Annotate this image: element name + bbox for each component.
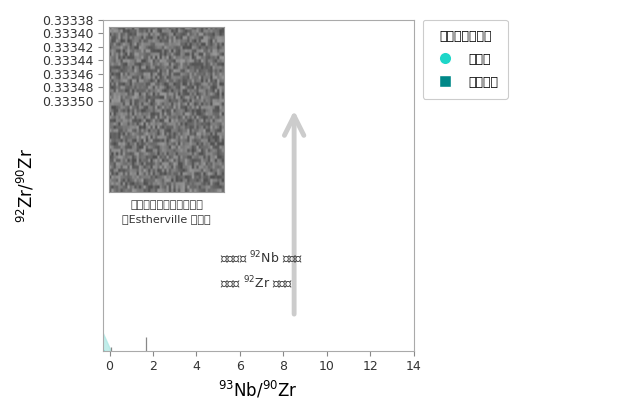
Y-axis label: $^{92}$Zr/$^{90}$Zr: $^{92}$Zr/$^{90}$Zr [15, 148, 36, 223]
Text: 消滅核種 $^{92}$Nb の壊変
による $^{92}$Zr の過剰: 消滅核種 $^{92}$Nb の壊変 による $^{92}$Zr の過剰 [220, 249, 303, 290]
Legend: ルチル, ジルコン: ルチル, ジルコン [423, 20, 508, 99]
X-axis label: $^{93}$Nb/$^{90}$Zr: $^{93}$Nb/$^{90}$Zr [218, 379, 298, 400]
Text: 分析に用いた雕石の１つ
（Estherville 雕石）: 分析に用いた雕石の１つ （Estherville 雕石） [122, 200, 211, 224]
